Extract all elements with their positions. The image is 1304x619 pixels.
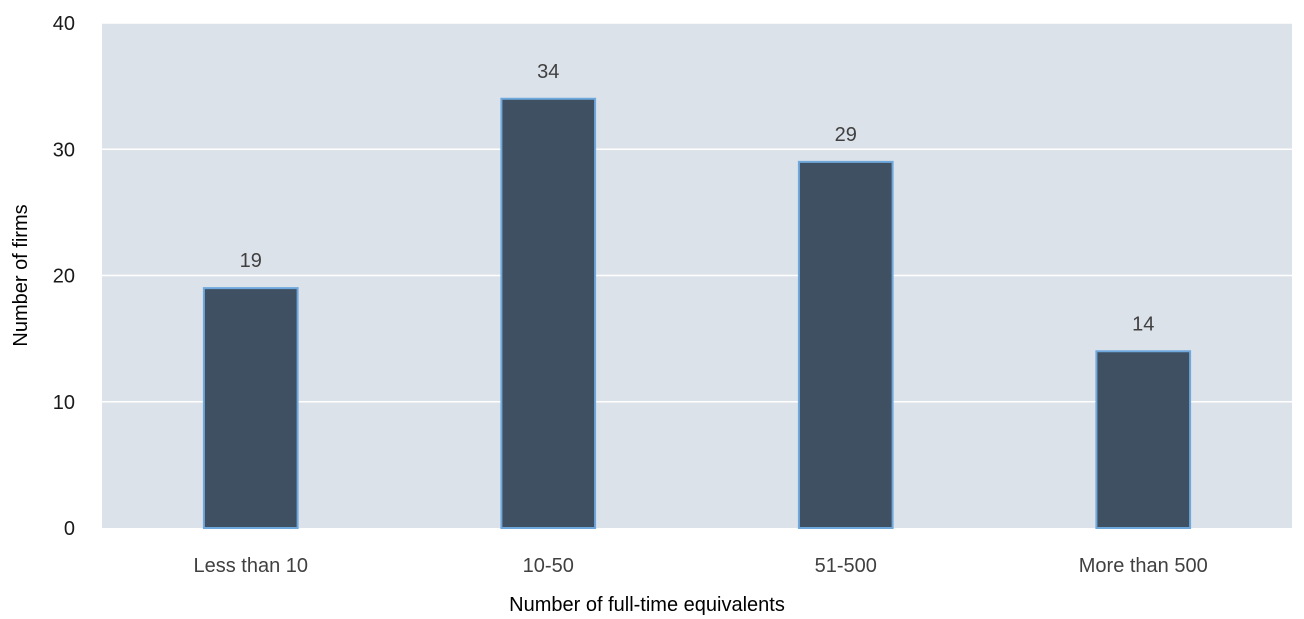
bar: [500, 97, 597, 529]
y-tick-label: 20: [53, 266, 75, 288]
data-label: 29: [835, 124, 857, 146]
bar: [1095, 350, 1192, 529]
bar: [202, 287, 299, 529]
y-tick-label: 40: [53, 13, 75, 35]
y-axis-ticks: 0 10 20 30 40: [53, 13, 75, 540]
x-tick-label: 10-50: [523, 555, 574, 577]
x-tick-label: Less than 10: [193, 555, 308, 577]
data-label: 14: [1132, 313, 1154, 335]
data-labels: 19 34 29 14: [240, 61, 1155, 336]
x-axis-title: Number of full-time equivalents: [509, 594, 785, 616]
bar: [797, 160, 894, 529]
bars: [202, 97, 1192, 529]
data-label: 34: [537, 61, 559, 83]
gridlines: [102, 22, 1292, 403]
x-axis-ticks: Less than 10 10-50 51-500 More than 500: [193, 555, 1207, 577]
y-tick-label: 0: [64, 518, 75, 540]
y-tick-label: 30: [53, 139, 75, 161]
data-label: 19: [240, 250, 262, 272]
x-tick-label: 51-500: [815, 555, 877, 577]
x-tick-label: More than 500: [1079, 555, 1208, 577]
y-tick-label: 10: [53, 392, 75, 414]
y-axis-title: Number of firms: [10, 204, 32, 346]
